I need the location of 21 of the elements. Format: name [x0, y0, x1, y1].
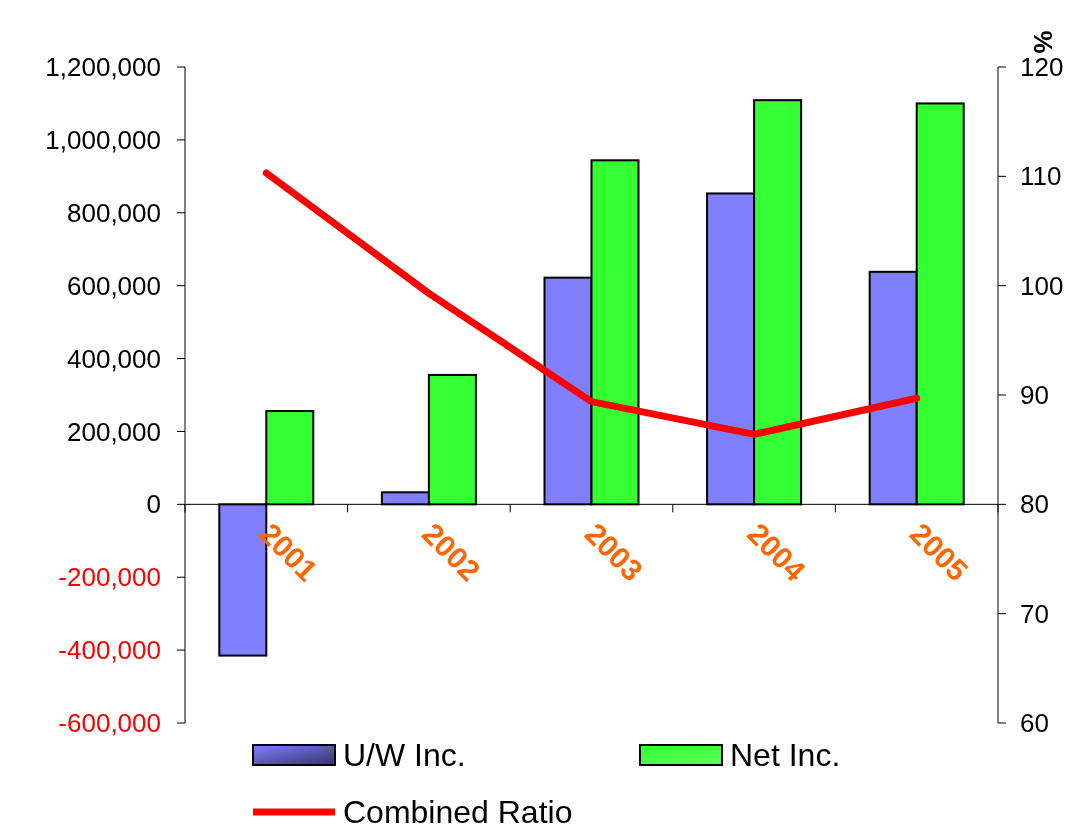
- y2-tick-label: 100: [1020, 270, 1064, 301]
- y-tick-label: -200,000: [58, 562, 161, 593]
- y-tick-label: 200,000: [67, 416, 161, 447]
- y2-tick-label: 120: [1020, 52, 1064, 83]
- y-tick-label: 1,000,000: [45, 124, 161, 155]
- y2-tick-label: 90: [1020, 380, 1049, 411]
- y-tick-label: 0: [146, 489, 161, 520]
- y-tick-label: 800,000: [67, 197, 161, 228]
- legend-label: Net Inc.: [730, 737, 841, 774]
- y2-tick-label: 60: [1020, 708, 1049, 739]
- y-tick-label: 400,000: [67, 343, 161, 374]
- y2-tick-label: 80: [1020, 489, 1049, 520]
- y-tick-label: 1,200,000: [45, 52, 161, 83]
- y-tick-label: -600,000: [58, 708, 161, 739]
- y-tick-label: 600,000: [67, 270, 161, 301]
- legend-label: U/W Inc.: [343, 737, 466, 774]
- y2-axis-title: %: [1027, 30, 1058, 54]
- y-tick-label: -400,000: [58, 635, 161, 666]
- legend-label: Combined Ratio: [343, 794, 573, 827]
- y2-tick-label: 110: [1020, 161, 1062, 192]
- y2-tick-label: 70: [1020, 598, 1049, 629]
